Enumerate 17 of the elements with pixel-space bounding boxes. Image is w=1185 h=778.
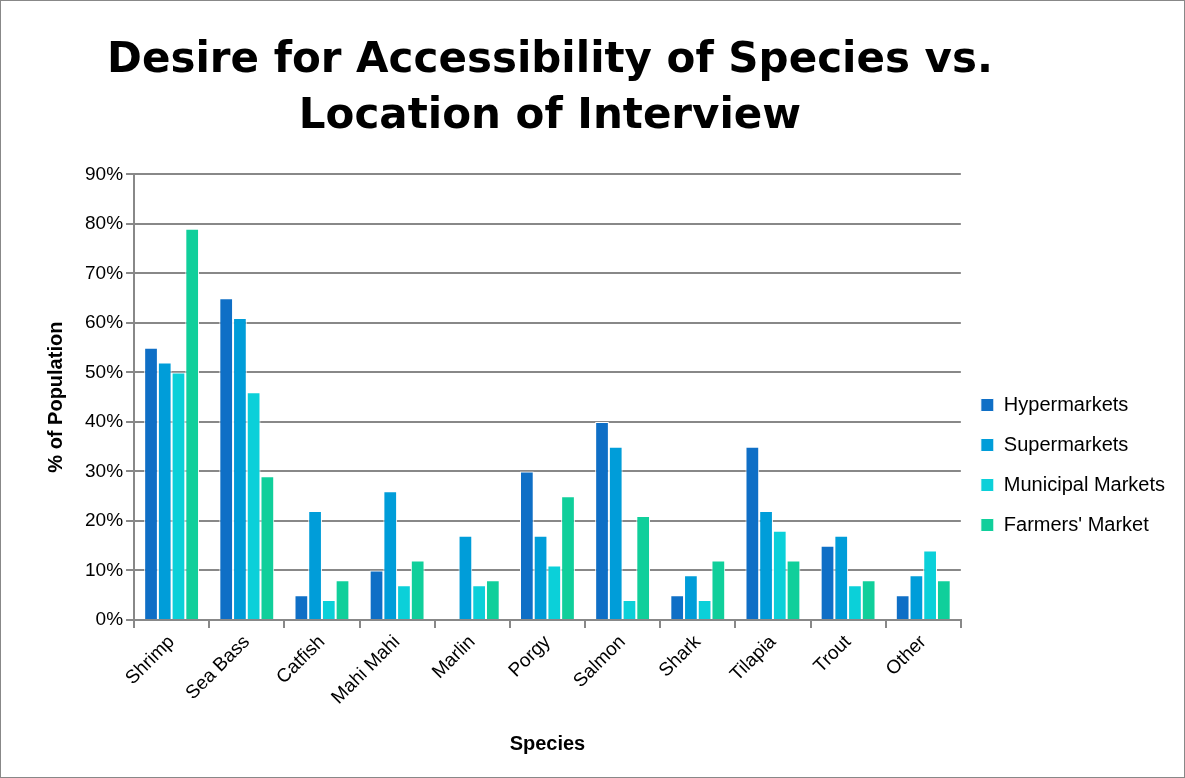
x-axis-title: Species [509, 731, 586, 754]
legend-label: Hypermarkets [1003, 392, 1129, 415]
y-tick-label: 30% [85, 459, 124, 481]
y-tick-label: 60% [85, 311, 124, 333]
legend-label: Supermarkets [1003, 432, 1129, 455]
y-tick-label: 80% [85, 212, 124, 234]
y-tick-label: 10% [85, 558, 124, 580]
y-tick-label: 20% [85, 509, 124, 531]
legend-label: Farmers' Market [1003, 512, 1150, 535]
y-tick-label: 40% [85, 410, 124, 432]
y-axis-title: % of Population [43, 321, 66, 473]
y-tick-label: 50% [85, 360, 124, 382]
y-tick-label: 0% [95, 608, 124, 630]
chart-title: Desire for Accessibility of Species vs. Location of Interview [106, 32, 994, 140]
y-tick-label: 90% [85, 162, 124, 184]
legend-label: Municipal Markets [1003, 472, 1166, 495]
y-tick-label: 70% [85, 261, 124, 283]
